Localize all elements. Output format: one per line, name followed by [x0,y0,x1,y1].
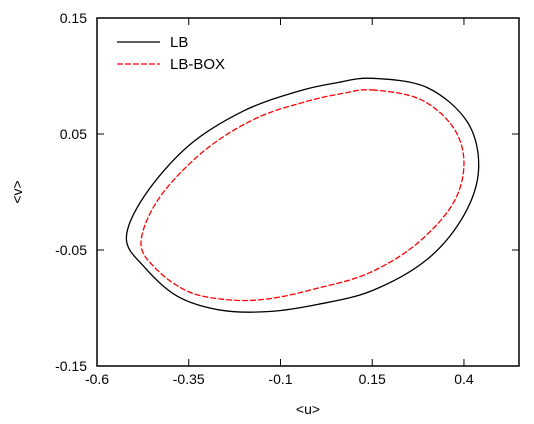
y-tick-label: 0.05 [60,126,87,142]
x-tick-label: 0.15 [359,371,386,387]
y-tick-label: -0.15 [55,358,87,374]
x-tick-label: 0.4 [454,371,474,387]
y-tick-label: 0.15 [60,10,87,26]
series-layer [125,77,480,313]
x-tick-label: -0.35 [173,371,205,387]
x-axis-label: <u> [296,401,320,417]
series-line-lb-box [140,89,465,302]
legend-label-lb-box: LB-BOX [170,56,225,73]
x-tick-label: -0.1 [268,371,292,387]
x-tick-label: -0.6 [85,371,109,387]
series-line-lb [125,77,480,313]
y-axis-label: <v> [9,180,25,203]
ticks-layer: -0.6 -0.35 -0.1 0.15 0.4 -0.15 -0.05 0.05 0.15 [55,10,519,387]
legend-label-lb: LB [170,34,188,51]
legend: LB LB-BOX [117,34,225,73]
y-tick-label: -0.05 [55,242,87,258]
plot-frame [96,17,520,367]
